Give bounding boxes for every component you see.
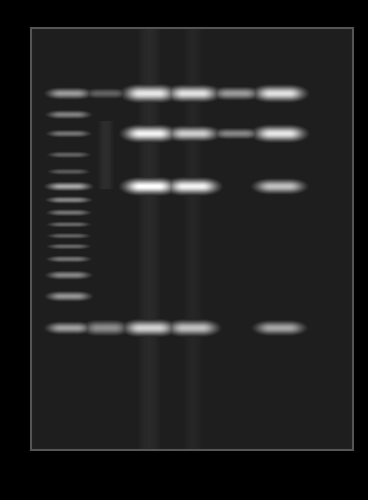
Text: 5: 5	[273, 465, 285, 483]
Text: 3: 3	[187, 465, 198, 483]
Text: M: M	[59, 465, 78, 483]
Text: 1: 1	[100, 465, 111, 483]
Text: 4: 4	[230, 465, 241, 483]
Bar	[31, 28, 353, 450]
Text: 2: 2	[143, 465, 155, 483]
